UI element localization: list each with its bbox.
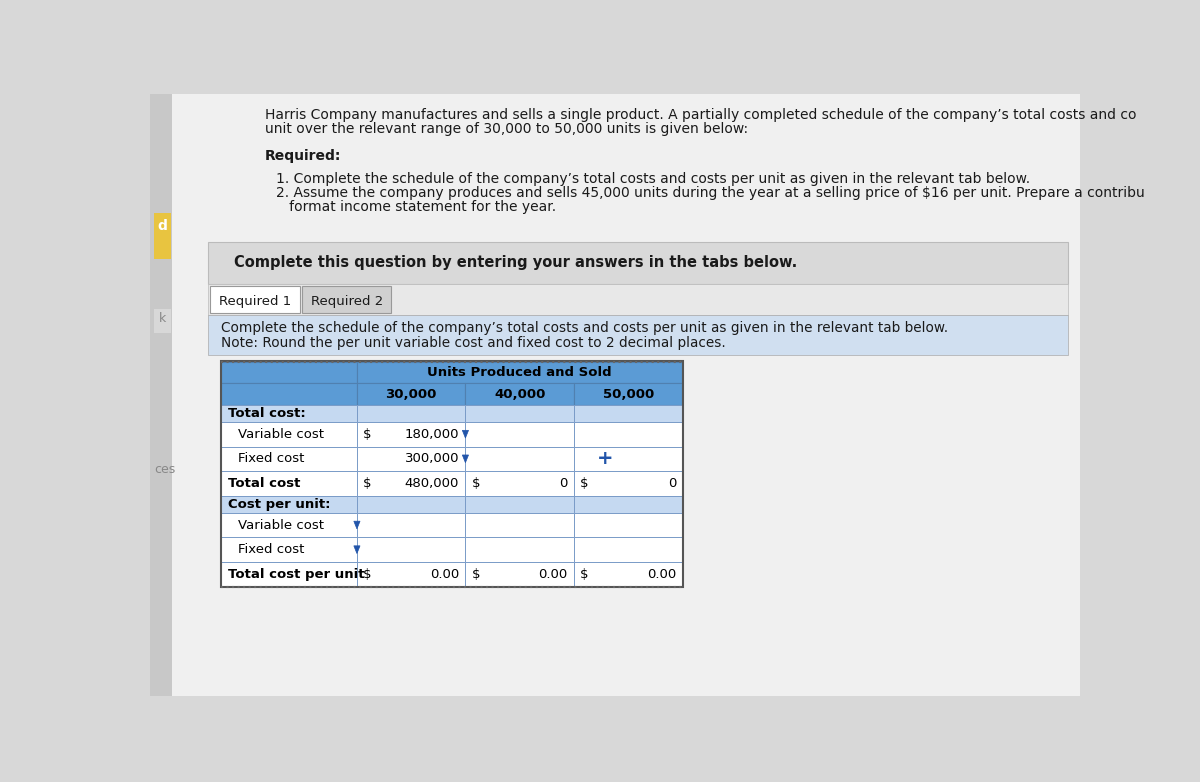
Bar [150, 94, 172, 696]
Bar [574, 562, 683, 586]
Bar [208, 315, 1068, 355]
Bar [356, 513, 466, 537]
Text: 30,000: 30,000 [385, 388, 437, 400]
Bar [221, 447, 356, 471]
Bar [221, 361, 683, 587]
Bar [208, 242, 1068, 284]
Bar [221, 537, 356, 562]
Bar [356, 496, 466, 513]
Text: $: $ [580, 568, 589, 581]
Text: Complete the schedule of the company’s total costs and costs per unit as given i: Complete the schedule of the company’s t… [221, 321, 948, 335]
Text: d: d [157, 219, 167, 232]
Bar [221, 496, 356, 513]
Bar [221, 562, 356, 586]
Polygon shape [462, 455, 468, 463]
Text: 1. Complete the schedule of the company’s total costs and costs per unit as give: 1. Complete the schedule of the company’… [276, 172, 1031, 186]
Bar [154, 213, 170, 260]
Text: 0: 0 [668, 477, 677, 490]
Bar [210, 285, 300, 314]
Text: 50,000: 50,000 [602, 388, 654, 400]
Polygon shape [354, 521, 360, 529]
Text: 0.00: 0.00 [539, 568, 568, 581]
Text: Required 1: Required 1 [220, 295, 292, 308]
Bar [466, 513, 574, 537]
Text: $: $ [364, 568, 372, 581]
Text: 180,000: 180,000 [404, 428, 460, 441]
Text: 40,000: 40,000 [494, 388, 545, 400]
Text: 300,000: 300,000 [404, 452, 460, 465]
Text: $: $ [472, 568, 480, 581]
Text: Total cost per unit: Total cost per unit [228, 568, 364, 581]
Text: Total cost:: Total cost: [228, 407, 305, 420]
Bar [574, 447, 683, 471]
Text: Note: Round the per unit variable cost and fixed cost to 2 decimal places.: Note: Round the per unit variable cost a… [221, 335, 726, 350]
Bar [574, 421, 683, 447]
Bar [574, 537, 683, 562]
Text: ces: ces [154, 464, 175, 476]
Text: 0.00: 0.00 [430, 568, 460, 581]
Bar [221, 513, 356, 537]
Text: Required 2: Required 2 [311, 295, 383, 308]
Text: Harris Company manufactures and sells a single product. A partially completed sc: Harris Company manufactures and sells a … [265, 108, 1136, 122]
Text: Units Produced and Sold: Units Produced and Sold [427, 366, 612, 379]
Text: +: + [596, 450, 613, 468]
Bar [221, 405, 356, 421]
Text: Variable cost: Variable cost [239, 518, 324, 532]
Bar [574, 383, 683, 405]
Bar [356, 447, 466, 471]
Bar [208, 284, 1068, 315]
Bar [574, 471, 683, 496]
Bar [356, 362, 683, 383]
Bar [466, 421, 574, 447]
Text: Complete this question by entering your answers in the tabs below.: Complete this question by entering your … [234, 255, 797, 270]
Text: $: $ [472, 477, 480, 490]
Text: unit over the relevant range of 30,000 to 50,000 units is given below:: unit over the relevant range of 30,000 t… [265, 121, 748, 135]
Bar [356, 383, 466, 405]
Text: Cost per unit:: Cost per unit: [228, 498, 330, 511]
Bar [574, 405, 683, 421]
Bar [221, 362, 356, 383]
Bar [154, 310, 170, 332]
Polygon shape [354, 546, 360, 554]
Text: 0.00: 0.00 [647, 568, 677, 581]
Polygon shape [462, 430, 468, 438]
Bar [356, 471, 466, 496]
Bar [574, 513, 683, 537]
Bar [466, 562, 574, 586]
Text: $: $ [364, 428, 372, 441]
Bar [221, 421, 356, 447]
Bar [221, 471, 356, 496]
Text: Variable cost: Variable cost [239, 428, 324, 441]
Bar [574, 496, 683, 513]
Bar [466, 383, 574, 405]
Bar [466, 537, 574, 562]
Text: Total cost: Total cost [228, 477, 300, 490]
Text: 480,000: 480,000 [404, 477, 460, 490]
Bar [356, 537, 466, 562]
Bar [466, 471, 574, 496]
Text: Fixed cost: Fixed cost [239, 543, 305, 556]
Bar [221, 383, 356, 405]
Bar [466, 447, 574, 471]
Bar [356, 421, 466, 447]
Text: Required:: Required: [265, 149, 341, 163]
Text: $: $ [364, 477, 372, 490]
Text: $: $ [580, 477, 589, 490]
Bar [356, 405, 466, 421]
Bar [466, 496, 574, 513]
Bar [356, 562, 466, 586]
Text: format income statement for the year.: format income statement for the year. [276, 200, 557, 214]
Text: Fixed cost: Fixed cost [239, 452, 305, 465]
Text: k: k [158, 312, 166, 325]
Bar [302, 285, 391, 314]
Bar [466, 405, 574, 421]
Text: 2. Assume the company produces and sells 45,000 units during the year at a selli: 2. Assume the company produces and sells… [276, 186, 1145, 200]
Text: 0: 0 [559, 477, 568, 490]
